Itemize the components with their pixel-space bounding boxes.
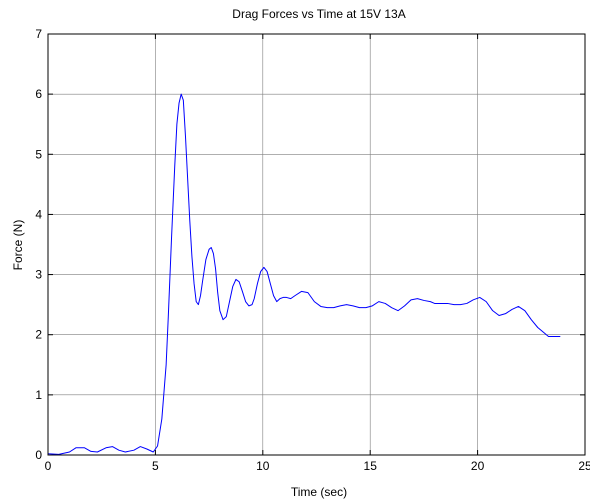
y-tick-label: 6 bbox=[35, 87, 42, 101]
x-tick-label: 0 bbox=[45, 459, 52, 473]
axis-ticks bbox=[47, 33, 586, 456]
y-tick-label: 7 bbox=[35, 27, 42, 41]
x-axis-label: Time (sec) bbox=[291, 485, 347, 499]
y-tick-label: 3 bbox=[35, 268, 42, 282]
data-series-line bbox=[47, 93, 561, 455]
x-tick-label: 20 bbox=[471, 459, 485, 473]
axes-box bbox=[47, 33, 586, 456]
grid-lines bbox=[48, 34, 585, 455]
chart-title: Drag Forces vs Time at 15V 13A bbox=[232, 7, 405, 21]
tick-labels: 0 5 10 15 20 25 0 1 2 3 4 5 6 7 bbox=[35, 27, 590, 473]
x-tick-label: 10 bbox=[256, 459, 270, 473]
y-tick-label: 2 bbox=[35, 328, 42, 342]
y-tick-label: 0 bbox=[35, 448, 42, 462]
x-tick-label: 15 bbox=[364, 459, 378, 473]
x-tick-label: 25 bbox=[578, 459, 590, 473]
y-tick-label: 4 bbox=[35, 207, 42, 221]
y-tick-label: 1 bbox=[35, 388, 42, 402]
y-axis-label: Force (N) bbox=[11, 220, 25, 271]
y-tick-label: 5 bbox=[35, 147, 42, 161]
plot-area bbox=[48, 34, 585, 455]
x-tick-label: 5 bbox=[152, 459, 159, 473]
